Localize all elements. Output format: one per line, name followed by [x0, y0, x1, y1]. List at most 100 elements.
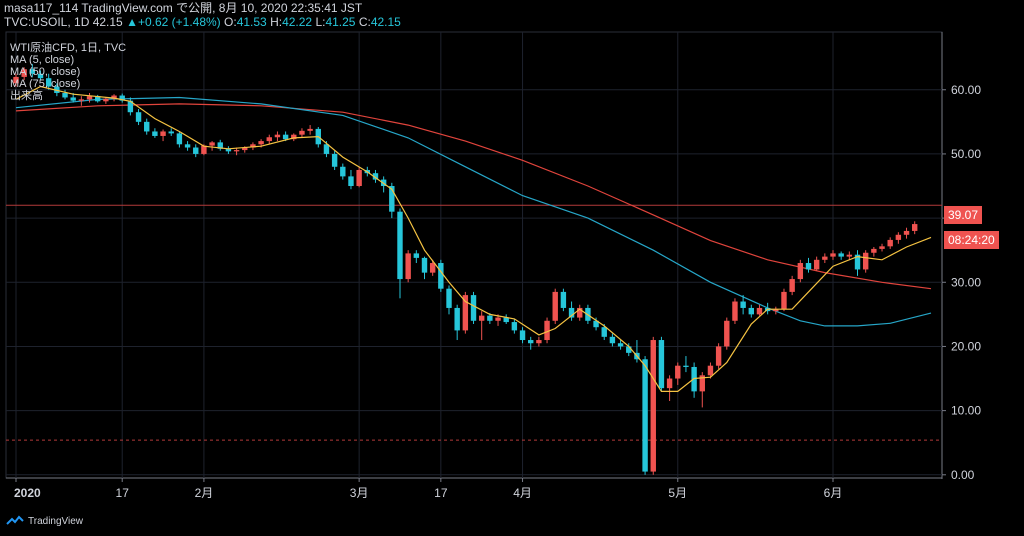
- candle-body: [495, 317, 501, 321]
- footer: TradingView: [6, 515, 83, 527]
- candle-body: [266, 137, 272, 142]
- y-tick-label: 30.00: [951, 275, 981, 289]
- candle-body: [86, 96, 93, 100]
- candle-body: [201, 145, 207, 154]
- candle-body: [160, 131, 166, 136]
- candle-body: [193, 147, 199, 154]
- footer-brand: TradingView: [28, 515, 84, 527]
- candle-body: [560, 291, 567, 308]
- candle-body: [103, 98, 109, 102]
- legend-ma50[interactable]: MA (50, close): [10, 66, 81, 78]
- x-tick-label: 5月: [668, 486, 687, 500]
- x-tick-label: 17: [116, 486, 130, 500]
- candle-body: [21, 69, 27, 77]
- x-tick-label: 4月: [513, 486, 532, 500]
- candle-body: [862, 252, 869, 270]
- candle-body: [511, 322, 518, 331]
- candle-body: [666, 378, 673, 389]
- symbol-info: TVC:USOIL, 1D 42.15: [4, 15, 123, 29]
- candle-body: [45, 78, 52, 87]
- candle-body: [903, 230, 910, 235]
- candle-body: [372, 173, 379, 180]
- candle-body: [503, 317, 509, 323]
- candle-body: [797, 263, 804, 280]
- close-value: 42.15: [370, 15, 401, 29]
- open-value: 41.53: [236, 15, 267, 29]
- candle-body: [340, 166, 346, 177]
- candle-body: [601, 327, 607, 337]
- candle-body: [519, 330, 526, 341]
- x-tick-label: 3月: [350, 486, 369, 500]
- ma75-line: [15, 103, 932, 290]
- y-tick-label: 50.00: [951, 147, 981, 161]
- candle-body: [887, 239, 893, 247]
- candle-body: [715, 346, 722, 366]
- y-tick-label: 0.00: [951, 468, 975, 482]
- candle-body: [331, 153, 338, 167]
- candle-body: [397, 211, 403, 280]
- candle-body: [217, 142, 223, 149]
- candle-body: [830, 253, 836, 257]
- candle-body: [895, 234, 902, 240]
- candle-body: [37, 73, 44, 79]
- candle-body: [822, 256, 828, 260]
- candle-body: [650, 340, 656, 472]
- candle-body: [119, 95, 125, 101]
- candle-body: [62, 92, 68, 98]
- publish-info: masa117_114 TradingView.com で公開, 8月 10, …: [4, 1, 363, 15]
- candle-body: [536, 340, 542, 344]
- candle-body: [593, 320, 599, 328]
- candle-body: [233, 150, 240, 152]
- candle-body: [413, 253, 420, 258]
- legend-volume[interactable]: 出来高: [10, 90, 43, 102]
- candle-body: [813, 259, 820, 270]
- ma50-line: [15, 96, 932, 327]
- legend-ma75[interactable]: MA (75, close): [10, 78, 81, 90]
- y-tick-label: 10.00: [951, 404, 981, 418]
- x-tick-label: 17: [434, 486, 448, 500]
- candle-body: [609, 336, 616, 344]
- candle-body: [470, 295, 477, 321]
- candle-body: [912, 224, 918, 231]
- candle-body: [658, 340, 665, 389]
- candle-body: [282, 134, 289, 140]
- candle-body: [838, 253, 844, 257]
- ohlc-line: TVC:USOIL, 1D 42.15 ▲+0.62 (+1.48%) O:41…: [4, 15, 401, 29]
- high-value: 42.22: [282, 15, 313, 29]
- legend-ma5[interactable]: MA (5, close): [10, 54, 75, 66]
- candle-body: [724, 320, 730, 347]
- legend-symbol[interactable]: WTI原油CFD, 1日, TVC: [10, 42, 127, 54]
- candle-body: [617, 343, 624, 347]
- candle-body: [699, 375, 705, 392]
- candle-body: [854, 254, 861, 270]
- candle-body: [879, 246, 885, 249]
- candle-body: [356, 169, 362, 187]
- candle-body: [168, 131, 174, 134]
- tradingview-logo-icon: [6, 515, 24, 525]
- candle-body: [756, 307, 763, 315]
- candle-body: [242, 147, 248, 151]
- candle-body: [487, 315, 493, 321]
- candle-body: [683, 365, 689, 367]
- x-tick-label: 2月: [195, 486, 214, 500]
- countdown-tag: 08:24:20: [944, 231, 999, 249]
- candle-body: [29, 69, 36, 74]
- candle-body: [781, 291, 787, 310]
- candle-body: [454, 307, 460, 331]
- candle-body: [111, 95, 117, 99]
- candle-body: [127, 100, 134, 113]
- change-value: ▲+0.62 (+1.48%): [126, 15, 221, 29]
- indicator-legend: WTI原油CFD, 1日, TVC MA (5, close) MA (50, …: [10, 42, 126, 102]
- candle-body: [528, 340, 534, 344]
- candle-body: [250, 144, 256, 148]
- candle-body: [421, 257, 428, 273]
- candle-body: [291, 134, 297, 140]
- candle-body: [176, 133, 183, 145]
- x-tick-label: 2020: [14, 486, 41, 500]
- candle-body: [871, 248, 877, 253]
- candle-body: [135, 112, 142, 122]
- candle-body: [707, 365, 714, 376]
- candle-body: [446, 288, 452, 308]
- candle-body: [70, 97, 76, 101]
